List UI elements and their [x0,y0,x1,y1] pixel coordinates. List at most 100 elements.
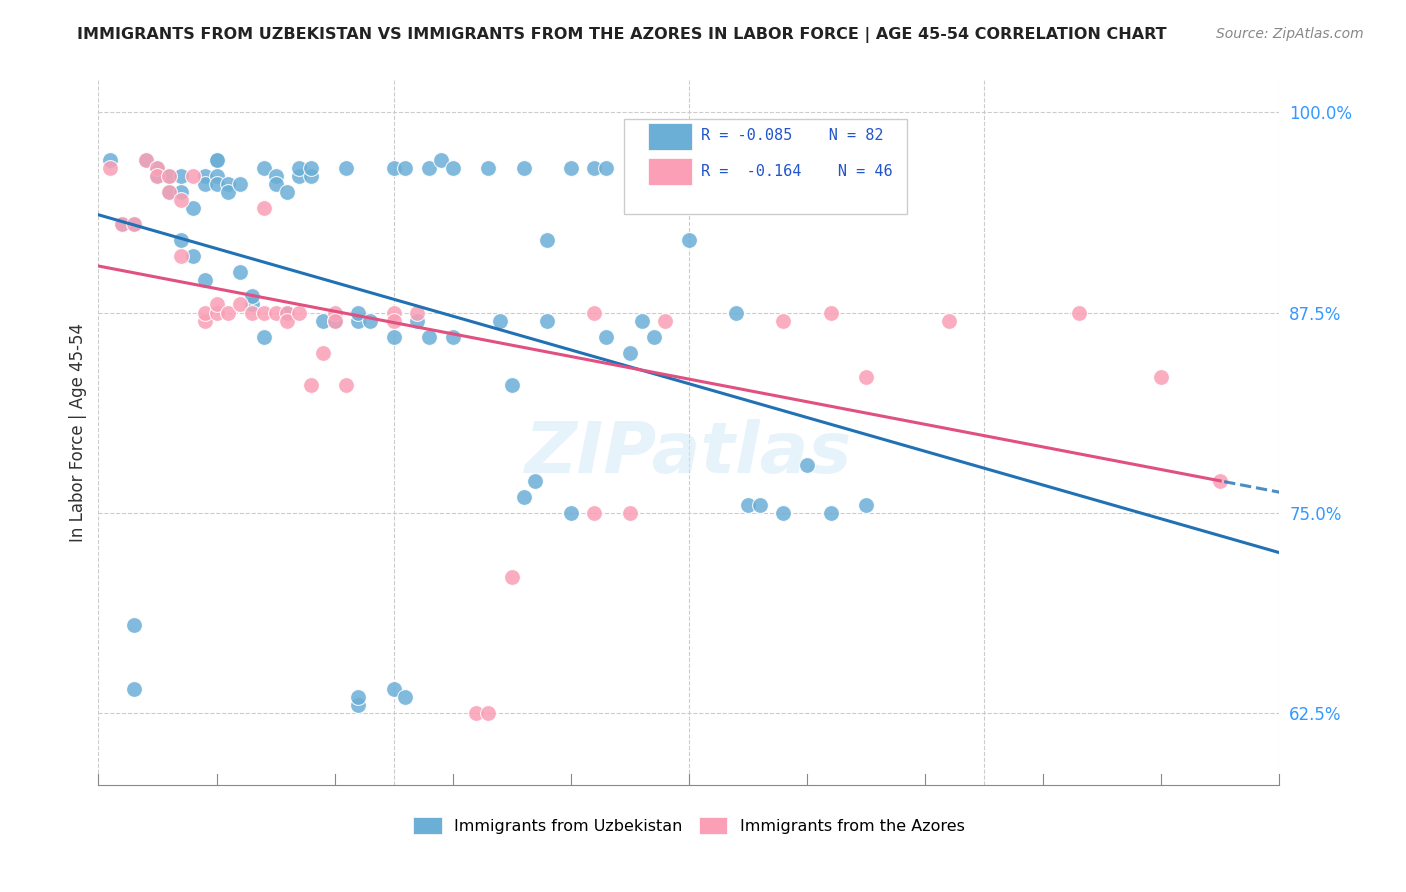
Point [205,169,228,184]
Point [264,305,287,319]
Point [217,178,239,192]
Point [194,305,217,319]
Point [855,498,877,512]
Text: R =  -0.164    N = 46: R = -0.164 N = 46 [700,164,893,178]
Text: ZIPatlas: ZIPatlas [526,419,852,488]
Point [312,313,335,327]
Point [264,178,287,192]
Point [382,681,405,696]
Point [512,161,534,176]
Point [122,218,145,232]
Point [122,617,145,632]
Point [205,305,228,319]
Point [276,186,298,200]
Point [253,329,276,343]
Point [323,313,346,327]
Point [276,305,298,319]
FancyBboxPatch shape [624,119,907,214]
Point [772,506,794,520]
Point [583,161,606,176]
Point [240,289,263,303]
Point [253,305,276,319]
Point [430,153,453,168]
Text: IMMIGRANTS FROM UZBEKISTAN VS IMMIGRANTS FROM THE AZORES IN LABOR FORCE | AGE 45: IMMIGRANTS FROM UZBEKISTAN VS IMMIGRANTS… [77,27,1167,43]
Point [288,161,311,176]
Point [477,161,499,176]
Point [111,218,134,232]
Point [229,265,252,279]
Point [418,329,440,343]
Point [111,218,134,232]
Point [595,161,617,176]
Point [347,690,370,704]
Point [406,313,429,327]
Point [181,250,204,264]
Point [299,169,322,184]
Point [630,313,652,327]
Point [194,313,217,327]
Point [229,297,252,311]
Point [194,169,217,184]
Y-axis label: In Labor Force | Age 45-54: In Labor Force | Age 45-54 [69,323,87,542]
Point [465,706,488,720]
Point [157,186,180,200]
Point [394,161,416,176]
Point [347,305,370,319]
Point [288,169,311,184]
Point [583,506,606,520]
Point [359,313,381,327]
Point [347,698,370,712]
Point [299,377,322,392]
Point [382,161,405,176]
Point [678,234,700,248]
Point [276,313,298,327]
Point [181,169,204,184]
Point [157,169,180,184]
Point [512,490,534,504]
Point [501,570,523,584]
Point [855,369,877,384]
Point [643,329,665,343]
Point [382,329,405,343]
Point [394,690,416,704]
Point [135,153,157,168]
Point [240,305,263,319]
Point [288,305,311,319]
Point [489,313,512,327]
Point [299,161,322,176]
Point [441,161,464,176]
FancyBboxPatch shape [648,159,693,186]
Point [205,153,228,168]
Text: R = -0.085    N = 82: R = -0.085 N = 82 [700,128,883,144]
Point [1209,474,1232,488]
Point [217,186,239,200]
Point [170,194,193,208]
Point [181,202,204,216]
Point [205,153,228,168]
Point [654,313,676,327]
Point [146,161,169,176]
Point [194,178,217,192]
Point [524,474,547,488]
Point [820,305,842,319]
Point [146,161,169,176]
Point [619,345,641,359]
Point [619,506,641,520]
Point [347,313,370,327]
Point [323,313,346,327]
Point [205,297,228,311]
Point [205,178,228,192]
Point [122,681,145,696]
Point [820,506,842,520]
FancyBboxPatch shape [648,123,693,150]
Point [1150,369,1173,384]
Point [135,153,157,168]
Point [418,161,440,176]
Point [323,313,346,327]
Point [157,186,180,200]
Point [170,234,193,248]
Point [170,250,193,264]
Point [323,305,346,319]
Point [560,506,582,520]
Point [938,313,960,327]
